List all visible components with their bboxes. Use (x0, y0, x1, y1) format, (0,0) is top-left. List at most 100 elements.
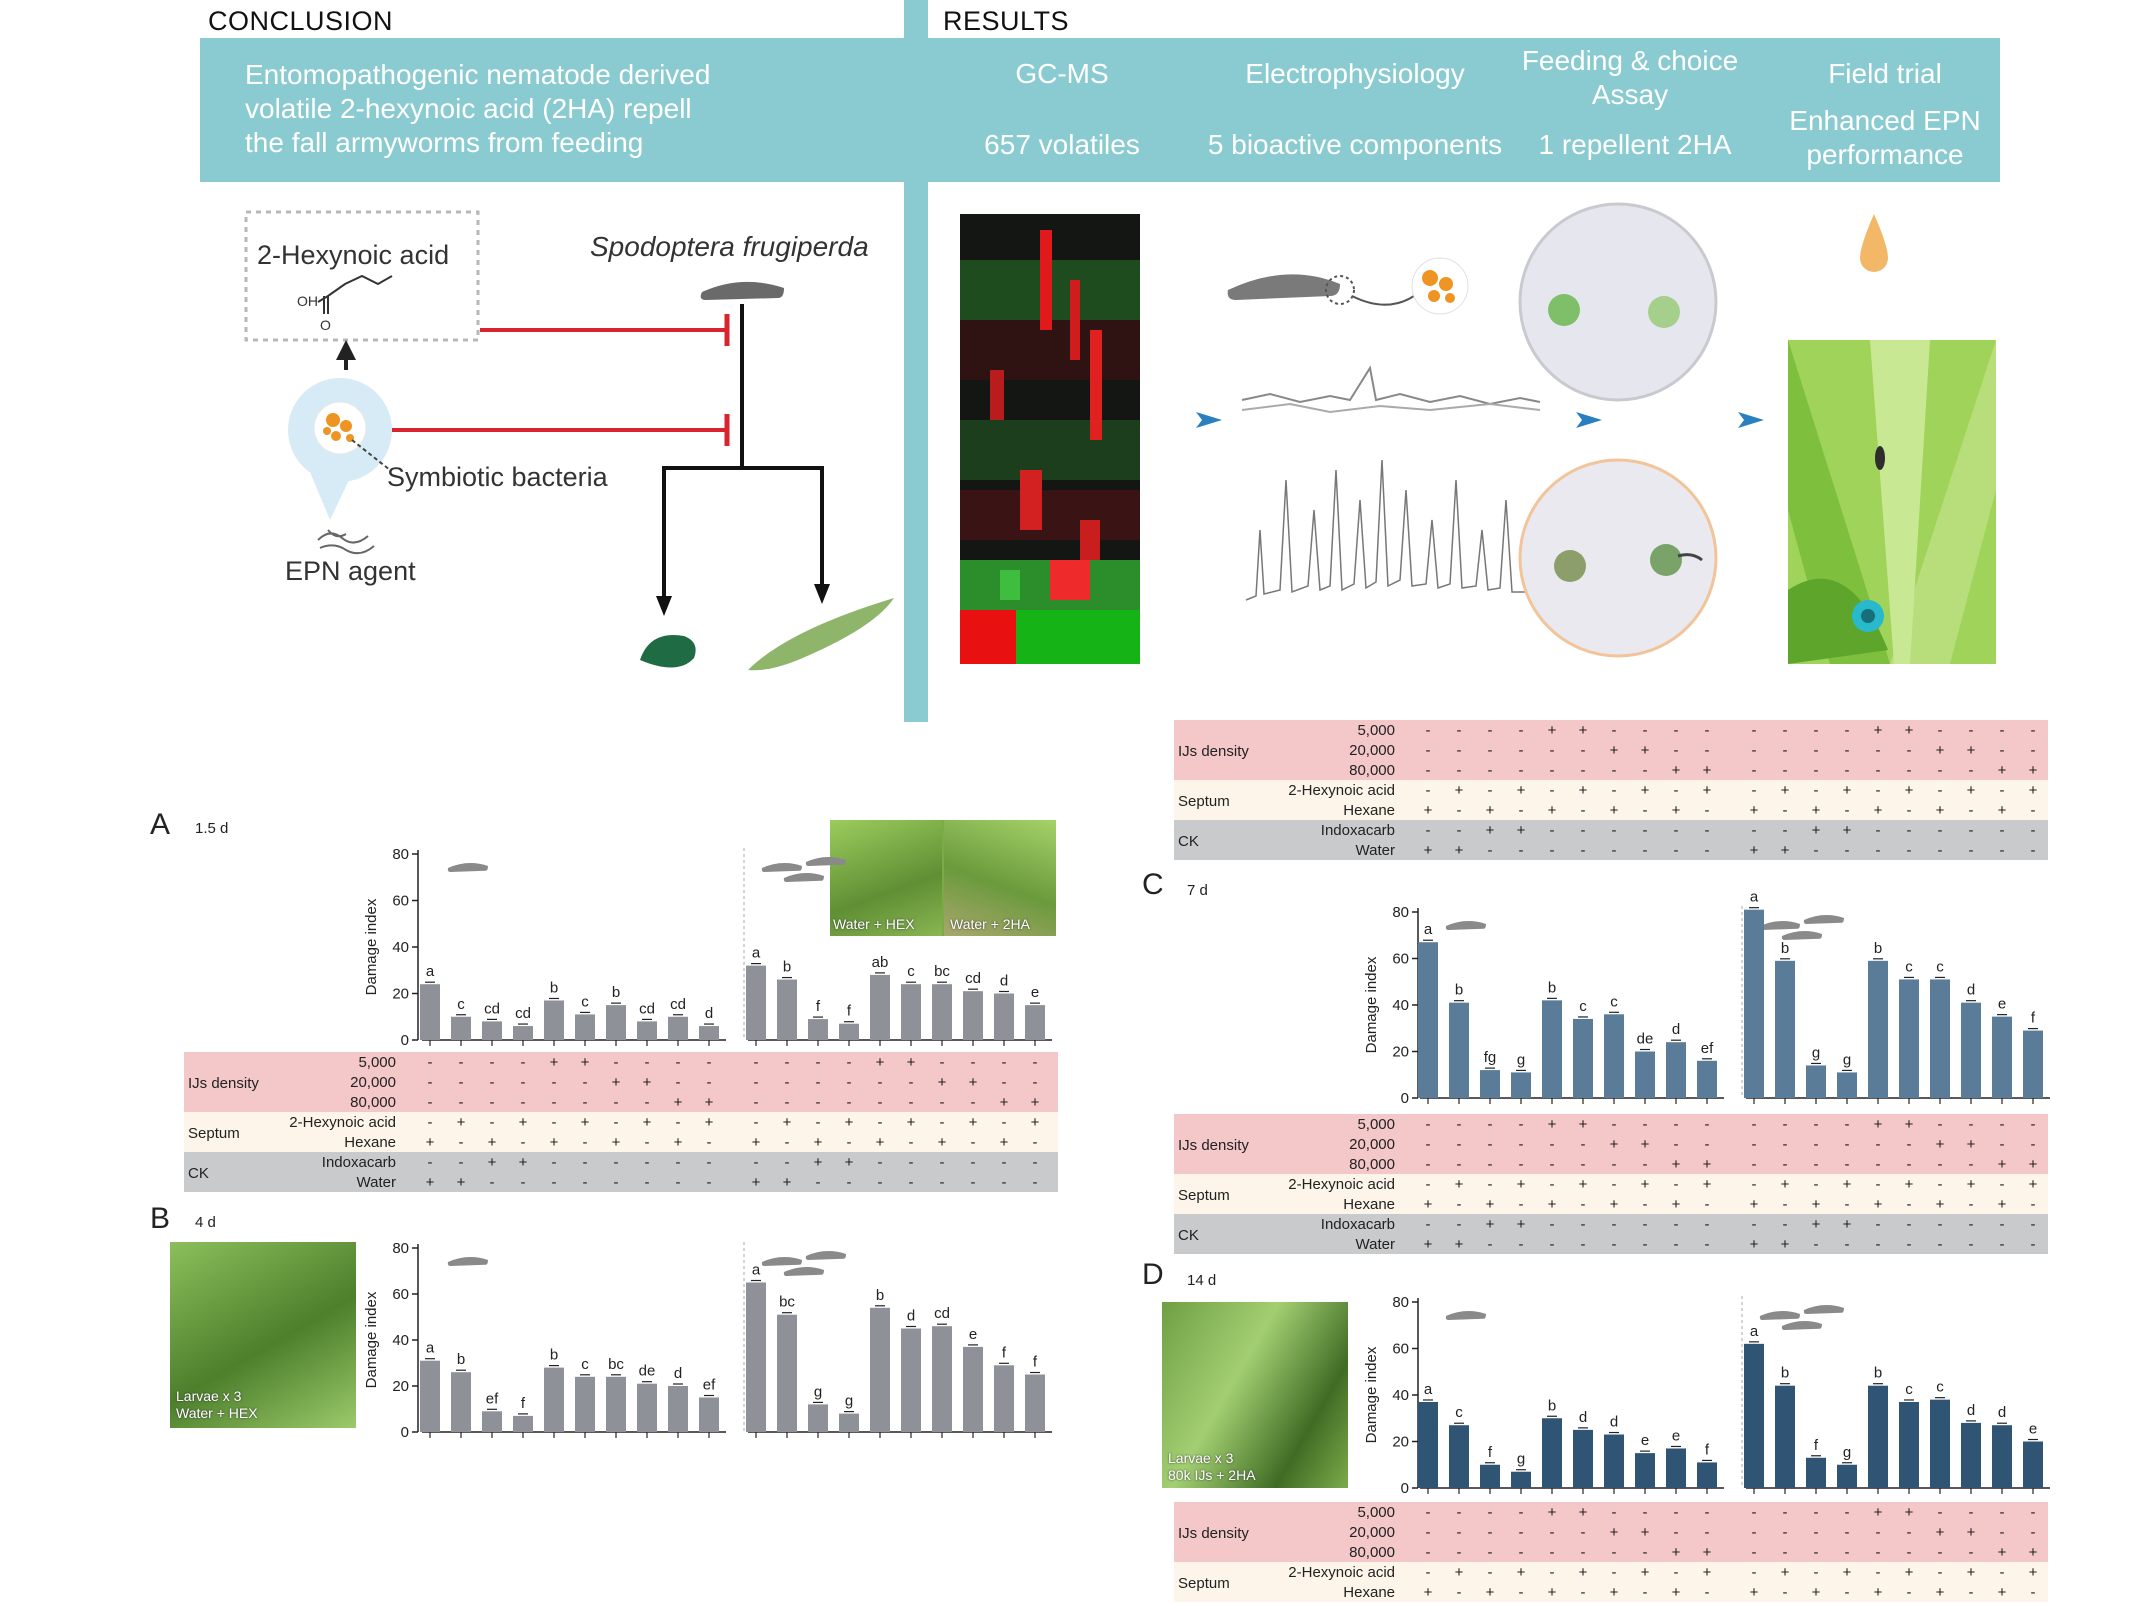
chart-d-sig-label-1-8: d (1998, 1404, 2006, 1421)
chart-b-larva-icon-1-1 (783, 1267, 824, 1276)
chart-c-table-band-0 (1174, 1114, 2048, 1174)
chart-a-sign-1-0-7: + (643, 1074, 652, 1091)
chart-d-bar-1-8 (1992, 1425, 2012, 1488)
chart-d-sign-2-0-3: - (1519, 1544, 1524, 1561)
chart-a-sign-1-0-1: - (459, 1074, 464, 1091)
top-table-sign-4-1-8: + (1998, 802, 2007, 819)
chart-b-bar-0-0 (420, 1360, 440, 1432)
chart-a-sig-label-0-0: a (426, 963, 435, 980)
chart-c-sign-1-1-7: + (1967, 1136, 1976, 1153)
leaf-disc-left (1548, 294, 1580, 326)
chart-d-sign-2-0-2: - (1488, 1544, 1493, 1561)
chart-b-bar-0-9 (699, 1397, 719, 1432)
chart-d-ytick-label-0: 0 (1401, 1480, 1409, 1497)
chart-a-sign-0-1-6: - (940, 1054, 945, 1071)
chart-c-sign-2-1-5: - (1907, 1156, 1912, 1173)
chart-a-sign-4-1-4: + (876, 1134, 885, 1151)
chart-a-sign-3-1-9: + (1031, 1114, 1040, 1131)
chart-a-sign-2-1-9: + (1031, 1094, 1040, 1111)
chart-d-sign-1-0-7: + (1641, 1524, 1650, 1541)
section-divider (904, 0, 928, 722)
chart-c-sign-6-1-5: - (1907, 1236, 1912, 1253)
chart-c-sign-2-0-7: - (1643, 1156, 1648, 1173)
chart-a-bar-0-0 (420, 984, 440, 1040)
chart-d-sign-4-1-3: - (1845, 1584, 1850, 1601)
chart-d-row-label-0-1: 20,000 (1349, 1524, 1395, 1541)
chart-c-sig-label-1-4: b (1874, 940, 1882, 957)
antenna-circle (1325, 275, 1355, 305)
chart-a-sign-1-0-6: + (612, 1074, 621, 1091)
chart-c-sign-2-1-0: - (1752, 1156, 1757, 1173)
top-table-sign-0-0-4: + (1548, 722, 1557, 739)
chart-d-sign-3-1-6: - (1938, 1564, 1943, 1581)
chart-a-sign-2-0-9: + (705, 1094, 714, 1111)
chart-a-sign-3-0-6: - (614, 1114, 619, 1131)
chart-c-sign-3-0-5: + (1579, 1176, 1588, 1193)
chart-d-sign-4-1-4: + (1874, 1584, 1883, 1601)
chart-b-ytick-label-2: 40 (392, 1332, 409, 1349)
chart-c-sign-2-1-9: + (2029, 1156, 2038, 1173)
top-table-sign-6-1-3: - (1845, 842, 1850, 859)
chart-b-sig-label-1-8: f (1002, 1344, 1007, 1361)
photo-d: Larvae x 3 80k IJs + 2HA (1162, 1302, 1348, 1488)
chart-d-sign-1-1-5: - (1907, 1524, 1912, 1541)
chart-a-ytick-label-4: 80 (392, 846, 409, 863)
chart-a-sign-0-0-9: - (707, 1054, 712, 1071)
nematode-icon (317, 529, 375, 555)
chart-b-sig-label-0-5: c (581, 1356, 589, 1373)
chart-a-sign-0-1-1: - (785, 1054, 790, 1071)
chart-c-sig-label-1-7: d (1967, 982, 1975, 999)
chart-a-sign-1-1-2: - (816, 1074, 821, 1091)
chart-d-sig-label-1-7: d (1967, 1402, 1975, 1419)
panel-d-day: 14 d (1187, 1272, 1217, 1289)
top-table-sign-4-0-5: - (1581, 802, 1586, 819)
top-table-sign-3-0-8: - (1674, 782, 1679, 799)
chart-c-sign-2-1-4: - (1876, 1156, 1881, 1173)
top-table-sign-2-1-3: - (1845, 762, 1850, 779)
top-table-sign-3-1-8: - (2000, 782, 2005, 799)
chart-b-sig-label-0-3: f (521, 1395, 526, 1412)
droplet-icon (1860, 214, 1888, 272)
leaf-disc-right-2 (1650, 544, 1682, 576)
chart-a-sign-3-0-8: - (676, 1114, 681, 1131)
maize-leaf-icon (748, 598, 894, 671)
chart-a-sign-2-0-1: - (459, 1094, 464, 1111)
chart-d-sign-0-0-6: - (1612, 1504, 1617, 1521)
top-table-sign-4-0-2: + (1486, 802, 1495, 819)
chart-a-sign-2-0-6: - (614, 1094, 619, 1111)
chart-c-sign-2-1-8: + (1998, 1156, 2007, 1173)
chart-d-ytick-label-1: 20 (1392, 1434, 1409, 1451)
chart-d-bar-0-9 (1697, 1462, 1717, 1488)
chart-c-row-label-2-1: Water (1356, 1236, 1395, 1253)
chart-a-sign-5-1-7: - (971, 1154, 976, 1171)
chart-b-sig-label-1-9: f (1033, 1354, 1038, 1371)
chart-a-bar-0-2 (482, 1021, 502, 1040)
field-photo (1788, 340, 1996, 664)
chart-b-bar-0-3 (513, 1415, 533, 1432)
top-table-sign-5-1-7: - (1969, 822, 1974, 839)
top-table-sign-6-0-9: - (1705, 842, 1710, 859)
top-table-sign-3-1-6: - (1938, 782, 1943, 799)
chart-d-sign-4-1-1: - (1783, 1584, 1788, 1601)
chart-b-ylabel: Damage index (363, 1291, 380, 1388)
top-table-sign-3-1-1: + (1781, 782, 1790, 799)
top-table-sign-1-1-8: - (2000, 742, 2005, 759)
chart-c-sign-1-0-2: - (1488, 1136, 1493, 1153)
chart-c-sign-6-1-1: + (1781, 1236, 1790, 1253)
left-branch-arrow (656, 596, 672, 616)
chart-d-sig-label-1-5: c (1905, 1381, 1913, 1398)
top-table-sign-2-1-6: - (1938, 762, 1943, 779)
chart-a-sign-4-0-0: + (426, 1134, 435, 1151)
chart-a-sign-3-0-9: + (705, 1114, 714, 1131)
top-table-sign-6-0-5: - (1581, 842, 1586, 859)
chart-d-bar-1-6 (1930, 1399, 1950, 1488)
chart-d-bar-0-3 (1511, 1471, 1531, 1488)
chart-d-sign-0-0-5: + (1579, 1504, 1588, 1521)
chart-a-row-label-1-0: 2-Hexynoic acid (289, 1114, 396, 1131)
top-table-sign-3-1-3: + (1843, 782, 1852, 799)
bacteria-label: Symbiotic bacteria (387, 462, 609, 492)
chart-d-bar-1-0 (1744, 1343, 1764, 1488)
chart-a-sign-4-0-6: + (612, 1134, 621, 1151)
top-table-sign-4-0-0: + (1424, 802, 1433, 819)
